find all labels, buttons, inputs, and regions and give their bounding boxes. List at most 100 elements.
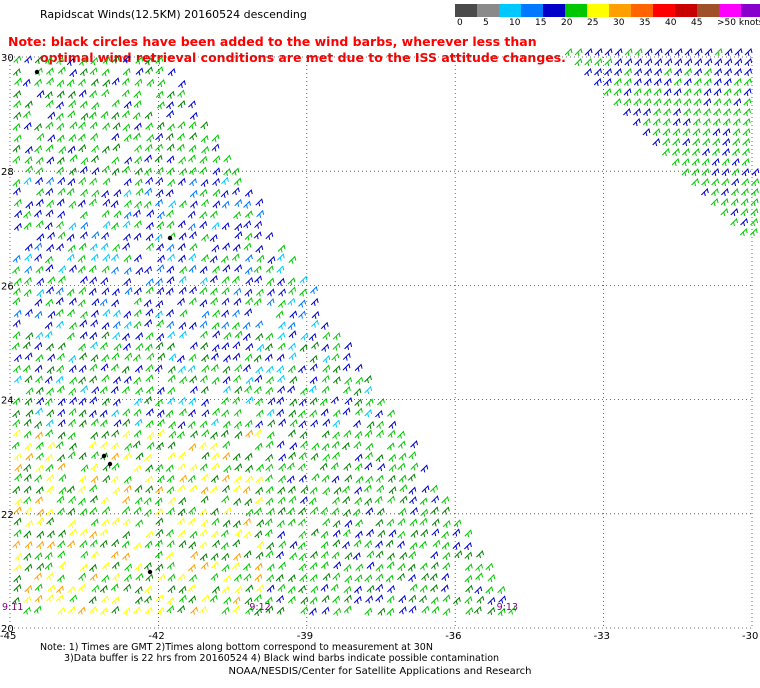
wind-barb (375, 573, 384, 582)
wind-barb (354, 574, 363, 583)
wind-barb (604, 48, 613, 57)
wind-barb (80, 385, 89, 394)
wind-barb (56, 56, 64, 65)
wind-barb (740, 188, 749, 197)
wind-barb (34, 123, 42, 132)
wind-barb (234, 330, 243, 339)
wind-barb (13, 222, 22, 231)
wind-barb (123, 475, 132, 484)
wind-barb (244, 288, 253, 297)
wind-barb (430, 561, 439, 570)
wind-barb (36, 233, 45, 242)
wind-barb (703, 108, 711, 117)
wind-barb (200, 519, 209, 528)
wind-barb (300, 596, 309, 605)
wind-barb (111, 167, 120, 176)
wind-barb (223, 331, 232, 340)
wind-barb (166, 90, 175, 99)
wind-barb (165, 464, 174, 473)
wind-barb (332, 431, 340, 440)
lat-label: 28 (1, 167, 14, 178)
wind-barb (342, 363, 351, 372)
wind-barb (145, 464, 154, 473)
legend-swatch (499, 4, 521, 17)
wind-barb (44, 321, 53, 330)
wind-barb (713, 98, 722, 107)
wind-barb (89, 396, 98, 405)
wind-barb (199, 286, 208, 295)
wind-barb (386, 442, 395, 451)
wind-barb (79, 310, 88, 320)
wind-barb (90, 451, 99, 460)
wind-barb (90, 418, 99, 427)
wind-barb (221, 342, 230, 351)
wind-barb (78, 475, 87, 484)
wind-barb (13, 111, 22, 120)
wind-barb (355, 563, 364, 572)
wind-barb (320, 583, 329, 592)
wind-barb (342, 508, 351, 517)
wind-barb (242, 562, 251, 572)
wind-barb (187, 474, 196, 483)
wind-barb (145, 122, 153, 131)
wind-barb (330, 583, 339, 592)
wind-barb (245, 508, 254, 517)
wind-barb (740, 208, 749, 217)
wind-barb (36, 288, 45, 297)
wind-barb (66, 332, 75, 341)
wind-barb (310, 506, 319, 515)
wind-barb (308, 332, 317, 341)
wind-barb (124, 286, 133, 296)
wind-barb (430, 506, 439, 515)
wind-barb (77, 265, 86, 274)
wind-barb (57, 550, 66, 559)
wind-barb (157, 254, 165, 263)
wind-barb (309, 486, 318, 495)
wind-barb (264, 528, 273, 537)
wind-barb (730, 198, 739, 207)
wind-barb (102, 506, 111, 515)
wind-barb (44, 375, 53, 384)
wind-barb (57, 66, 66, 75)
wind-barb (733, 108, 741, 117)
lat-label: 30 (1, 53, 14, 64)
wind-barb (343, 429, 352, 438)
wind-barb (25, 165, 33, 174)
wind-barb (90, 354, 99, 363)
wind-barb (13, 506, 22, 515)
wind-barb (321, 374, 330, 383)
wind-speed-legend: 0 5 10 15 20 25 30 35 40 45 >50 knots (455, 4, 760, 31)
wind-barb (751, 168, 760, 177)
wind-barb (743, 98, 752, 107)
wind-barb (309, 354, 318, 363)
wind-barb (255, 475, 264, 484)
wind-barb (189, 530, 198, 539)
wind-barb (188, 595, 197, 604)
wind-barb (13, 353, 22, 363)
wind-barb (210, 474, 219, 483)
wind-barb (364, 409, 373, 418)
wind-barb (122, 506, 131, 515)
wind-barb (277, 374, 285, 383)
wind-barb (166, 596, 175, 605)
wind-barb (624, 48, 633, 57)
wind-barb (397, 572, 405, 581)
footer-credit: NOAA/NESDIS/Center for Satellite Applica… (228, 666, 532, 677)
wind-barb (145, 286, 154, 295)
wind-barb (167, 253, 175, 262)
wind-barb (155, 463, 164, 472)
wind-barb (12, 287, 21, 296)
wind-barb (145, 176, 154, 185)
wind-barb (155, 594, 164, 603)
wind-barb (110, 385, 119, 395)
wind-barb (431, 605, 440, 614)
wind-barb (691, 158, 700, 167)
wind-barb (264, 518, 273, 527)
wind-barb (731, 168, 740, 177)
wind-barb (713, 108, 721, 117)
wind-barb (88, 409, 97, 418)
wind-barb (100, 110, 109, 119)
wind-barb (111, 288, 120, 297)
wind-barb (90, 132, 99, 141)
